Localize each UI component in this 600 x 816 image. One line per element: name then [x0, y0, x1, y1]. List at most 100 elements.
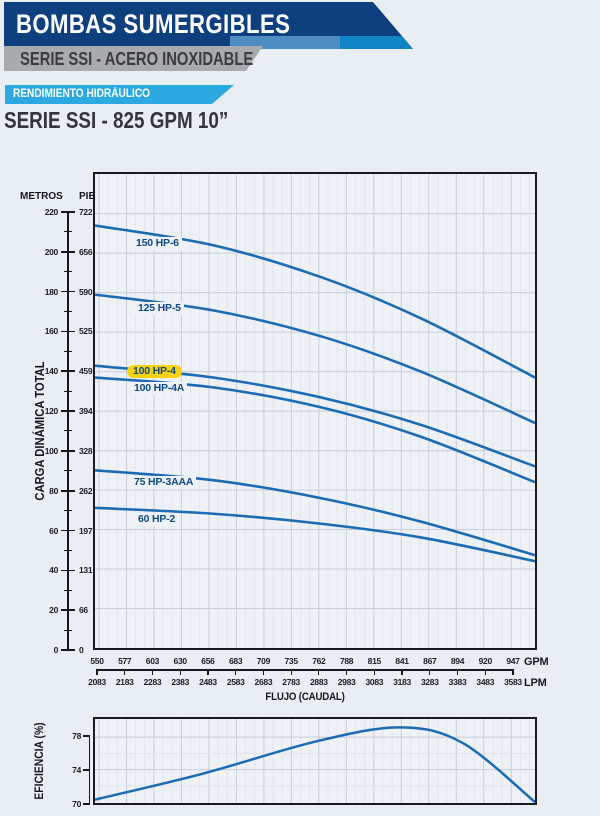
- y-axis-minor-tick: [64, 390, 72, 392]
- curve-label-60hp2: 60 HP-2: [135, 513, 179, 526]
- x-axis-tick-label-lpm: 2283: [143, 677, 162, 687]
- x-axis-tick: [345, 669, 348, 675]
- y-axis-tick-label-pies: 66: [79, 605, 88, 616]
- x-axis-unit-lpm: LPM: [524, 677, 547, 689]
- efficiency-chart-canvas: [95, 719, 535, 803]
- y-axis-tick-label-metros: 80: [49, 485, 58, 496]
- x-axis-tick-label-lpm: 3583: [504, 677, 522, 687]
- y-axis-tick-label-metros: 120: [44, 406, 59, 417]
- y-axis-major-tick: [61, 251, 75, 253]
- y-axis-tick-label-pies: 459: [79, 366, 93, 377]
- x-axis-tick: [207, 669, 209, 675]
- x-axis-tick-label-gpm: 603: [145, 656, 160, 666]
- y-axis-tick-label-pies: 656: [79, 246, 93, 257]
- x-axis-tick: [124, 669, 126, 675]
- x-axis-tick-label-lpm: 3083: [365, 677, 384, 687]
- x-axis-tick-label-gpm: 841: [395, 656, 409, 666]
- x-axis-tick-label-lpm: 2583: [226, 677, 245, 687]
- y-axis-tick-label-metros: 40: [49, 565, 58, 576]
- y-axis-tick-label-pies: 131: [79, 565, 93, 576]
- x-axis-tick: [235, 669, 237, 675]
- y-axis-tick-label-metros: 200: [44, 246, 59, 257]
- y-axis-tick-label-pies: 0: [79, 645, 84, 655]
- series-subtitle-text: SERIE SSI - ACERO INOXIDABLE: [20, 49, 254, 69]
- y-axis-major-tick: [61, 410, 75, 412]
- x-axis-tick-label-lpm: 3283: [420, 677, 439, 687]
- x-axis-tick-label-gpm: 577: [118, 656, 132, 666]
- product-title: SERIE SSI - 825 GPM 10”: [4, 107, 278, 134]
- document-title-text: BOMBAS SUMERGIBLES: [16, 9, 291, 39]
- y-axis-tick-label-metros: 100: [44, 445, 59, 456]
- x-axis-tick: [484, 669, 486, 675]
- efficiency-tick-label: 74: [72, 765, 81, 775]
- x-axis-tick-label-gpm: 656: [201, 656, 215, 666]
- y-axis-major-tick: [61, 489, 75, 492]
- x-axis-tick-label-lpm: 2683: [254, 677, 273, 687]
- x-axis-tick-label-gpm: 683: [229, 656, 243, 666]
- x-axis-tick-label-gpm: 630: [173, 656, 188, 666]
- header-banner-gray: [4, 46, 263, 71]
- y-axis-tick-label-metros: 180: [44, 286, 59, 297]
- x-axis-tick: [96, 669, 98, 675]
- y-axis-minor-tick: [64, 629, 72, 631]
- x-axis-tick: [290, 669, 292, 675]
- y-axis-tick-label-metros: 140: [44, 366, 59, 377]
- y-axis-tick-label-metros: 60: [49, 525, 58, 536]
- x-axis-title: FLUJO (CAUDAL): [230, 692, 380, 703]
- x-axis-tick-label-lpm: 2883: [310, 677, 328, 687]
- y-axis-major-tick: [61, 569, 75, 572]
- y-axis-major-tick: [61, 529, 75, 532]
- x-axis-tick-label-lpm: 2983: [337, 677, 356, 687]
- x-axis-tick: [373, 669, 375, 675]
- document-title: BOMBAS SUMERGIBLES: [16, 9, 351, 40]
- x-axis-tick: [456, 669, 459, 675]
- y-axis-tick-label-metros: 0: [53, 645, 59, 655]
- x-axis-tick-label-gpm: 867: [423, 656, 437, 666]
- y-axis-major-tick: [61, 370, 75, 373]
- section-banner-text: RENDIMIENTO HIDRÁULICO: [13, 88, 151, 100]
- x-axis-tick-label-lpm: 2083: [88, 677, 106, 687]
- curve-label-100hp4-highlighted: 100 HP-4: [127, 365, 182, 378]
- x-axis-tick-label-gpm: 762: [312, 656, 326, 666]
- x-axis-tick: [151, 669, 154, 675]
- header-band-steel-blue: [230, 36, 340, 49]
- x-axis-tick-label-lpm: 2183: [115, 677, 134, 687]
- curve-label-100hp4a: 100 HP-4A: [131, 382, 188, 395]
- x-axis-tick-label-lpm: 2383: [171, 677, 190, 687]
- x-axis-tick-label-gpm: 920: [478, 656, 493, 666]
- section-banner-label: RENDIMIENTO HIDRÁULICO: [13, 88, 169, 100]
- x-axis-tick-label-gpm: 550: [90, 656, 104, 666]
- y-axis-minor-tick: [64, 231, 72, 233]
- y-axis-minor-tick: [64, 350, 72, 352]
- main-chart-plot: [93, 172, 537, 650]
- y-axis-tick-label-pies: 525: [79, 326, 93, 337]
- y-axis-minor-tick: [64, 589, 72, 591]
- efficiency-chart-plot: [93, 717, 537, 805]
- efficiency-axis-tick: [83, 735, 90, 737]
- y-axis-tick-label-pies: 197: [79, 525, 93, 536]
- series-subtitle: SERIE SSI - ACERO INOXIDABLE: [20, 49, 304, 70]
- y-axis-tick-label-pies: 722: [79, 206, 93, 217]
- y-axis-tick-label-metros: 220: [44, 206, 59, 217]
- y-axis-tick-label-pies: 590: [79, 286, 93, 297]
- x-axis-tick: [512, 669, 514, 675]
- x-axis-tick-label-lpm: 3183: [393, 677, 411, 687]
- y-axis-tick-label-pies: 262: [79, 485, 93, 496]
- y-axis-major-tick: [61, 649, 75, 651]
- header-band-bright-blue: [340, 36, 413, 49]
- y-axis-major-tick: [61, 330, 75, 333]
- y-axis-minor-tick: [64, 510, 72, 512]
- efficiency-curve: [95, 726, 535, 803]
- x-axis-tick: [262, 669, 264, 675]
- section-banner: [5, 85, 234, 104]
- y-axis-tick-label-metros: 20: [49, 605, 58, 616]
- x-axis-tick-label-gpm: 815: [367, 656, 382, 666]
- curve-label-150hp6: 150 HP-6: [133, 237, 182, 250]
- y-axis-tick-label-metros: 160: [44, 326, 59, 337]
- efficiency-tick-label: 70: [72, 799, 81, 809]
- x-axis-tick-label-gpm: 788: [339, 656, 354, 666]
- x-axis-tick-label-lpm: 2783: [282, 677, 300, 687]
- x-axis-tick: [429, 669, 431, 675]
- y-axis-major-tick: [61, 211, 75, 213]
